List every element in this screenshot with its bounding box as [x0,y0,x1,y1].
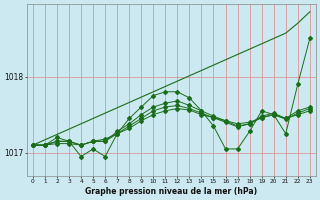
X-axis label: Graphe pression niveau de la mer (hPa): Graphe pression niveau de la mer (hPa) [85,187,257,196]
